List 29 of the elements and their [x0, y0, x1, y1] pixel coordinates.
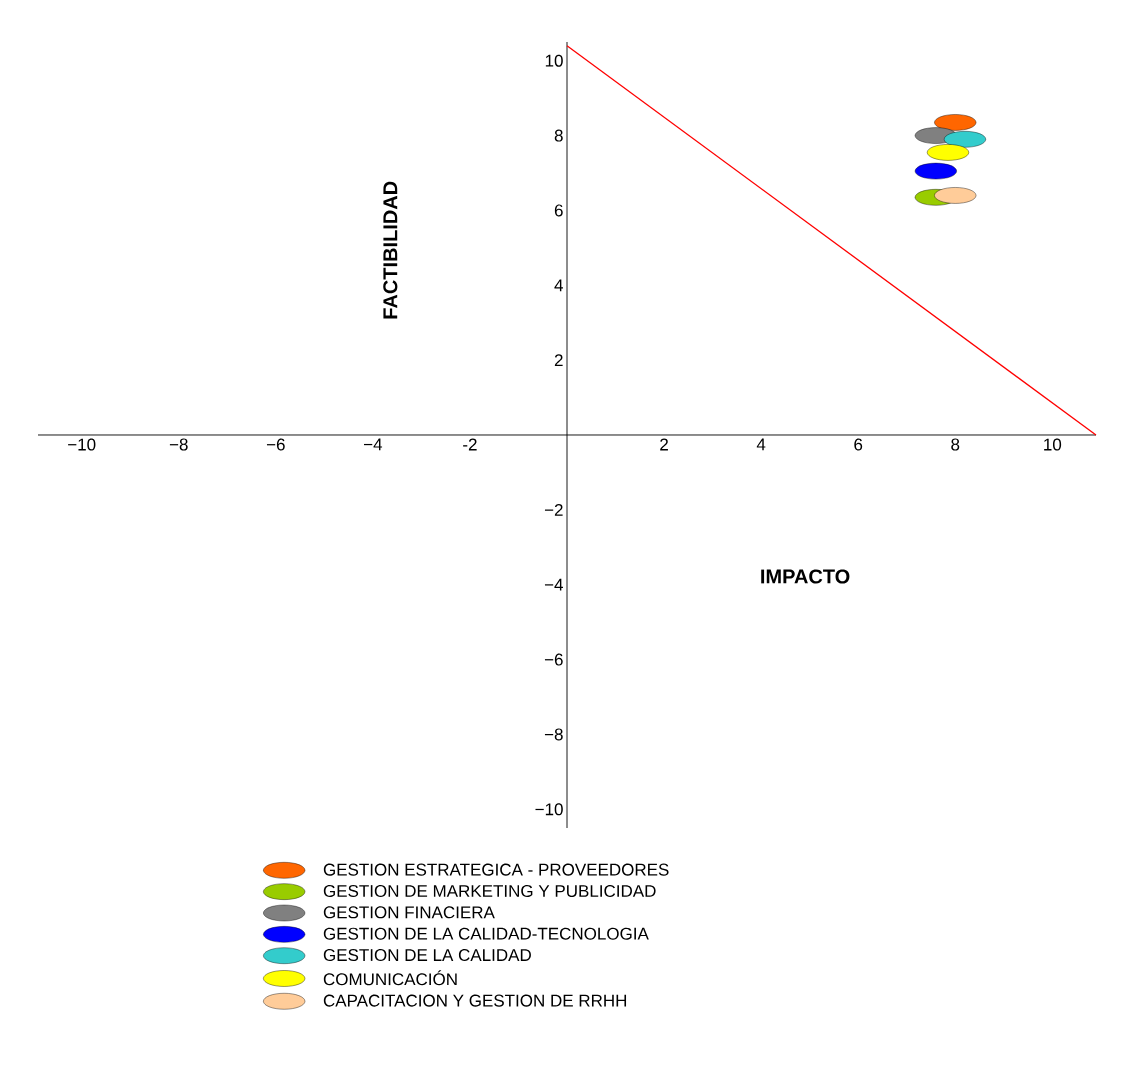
legend-label: GESTION DE LA CALIDAD	[323, 949, 531, 962]
legend-label: CAPACITACION Y GESTION DE RRHH	[323, 994, 627, 1007]
x-tick-label: 6	[854, 438, 863, 451]
legend-label: GESTION DE LA CALIDAD-TECNOLOGIA	[323, 927, 649, 940]
x-tick-label: −4	[364, 438, 383, 451]
y-tick-label: 6	[554, 204, 563, 217]
x-tick-label: 4	[756, 438, 766, 451]
legend-label: GESTION DE MARKETING Y PUBLICIDAD	[323, 884, 656, 898]
legend-label: GESTION ESTRATEGICA - PROVEEDORES	[323, 863, 669, 876]
x-tick-label: 2	[660, 438, 668, 451]
y-tick-label: −8	[544, 728, 563, 741]
y-tick-label: −10	[535, 803, 563, 816]
y-tick-label: −4	[544, 578, 563, 591]
y-tick-label: −2	[544, 503, 563, 516]
x-tick-label: −10	[68, 438, 96, 451]
legend-label: COMUNICACIÓN	[323, 970, 457, 986]
legend-label: GESTION FINACIERA	[323, 906, 495, 919]
y-axis-title: FACTIBILIDAD	[383, 181, 398, 319]
y-tick-label: 8	[554, 129, 563, 142]
x-tick-label: 10	[1044, 438, 1062, 451]
x-tick-label: 8	[951, 438, 960, 451]
y-tick-label: 4	[554, 279, 563, 292]
x-axis-title: IMPACTO	[761, 569, 850, 584]
y-tick-label: 2	[554, 354, 563, 367]
x-tick-label: −8	[169, 438, 188, 451]
x-tick-label: −6	[266, 438, 285, 451]
y-tick-label: 10	[545, 54, 563, 67]
y-tick-label: −6	[544, 653, 563, 666]
x-tick-label: -2	[463, 438, 477, 451]
